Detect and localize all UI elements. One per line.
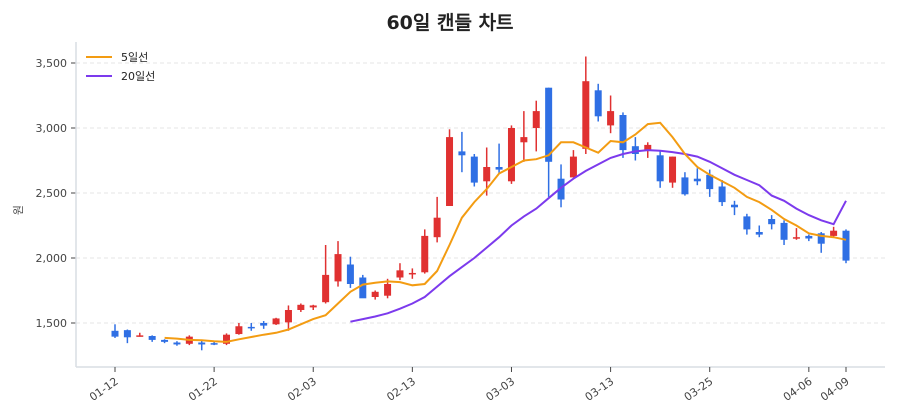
candle-up — [433, 217, 441, 238]
candle-down — [755, 232, 763, 235]
axes: 1,500 2,000 2,500 3,000 3,500 원 01-12 01-22 02-0… — [12, 42, 885, 404]
candle-down — [123, 330, 131, 338]
chart-title: 60일 캔들 차트 — [386, 12, 514, 34]
candle-down — [260, 323, 268, 326]
candle-down — [693, 178, 701, 182]
x-tick-label: 01-22 — [186, 375, 220, 404]
candle-up — [309, 305, 317, 308]
candle-up — [582, 81, 590, 149]
x-tick-label: 04-09 — [818, 375, 852, 404]
y-axis-label: 원 — [12, 205, 25, 215]
candle-up — [483, 167, 491, 182]
candle-down — [161, 339, 169, 342]
candle-up — [408, 272, 416, 275]
candle-down — [842, 230, 850, 261]
candle-up — [830, 230, 838, 236]
y-tick-label: 3,500 — [36, 57, 68, 70]
candle-down — [346, 264, 354, 284]
legend-label: 20일선 — [121, 69, 155, 83]
legend: 5일선 20일선 — [86, 50, 155, 83]
candle-up — [446, 137, 454, 206]
x-tick-label: 01-12 — [87, 375, 121, 404]
x-tick-label: 03-13 — [583, 375, 617, 404]
gridlines — [76, 62, 885, 324]
y-tick-label: 1,500 — [36, 317, 68, 330]
candle-down — [359, 277, 367, 299]
candle-up — [520, 137, 528, 143]
x-tick-label: 03-25 — [682, 375, 716, 404]
candle-down — [545, 87, 553, 162]
y-tick-label: 3,000 — [36, 122, 68, 135]
candle-up — [607, 111, 615, 126]
candle-up — [396, 270, 404, 278]
candle-down — [210, 343, 218, 345]
x-tick-label: 04-06 — [781, 375, 815, 404]
candle-down — [594, 90, 602, 117]
candle-down — [111, 330, 119, 337]
candle-up — [669, 156, 677, 183]
candle-down — [817, 233, 825, 244]
candle-up — [792, 237, 800, 239]
candle-down — [557, 178, 565, 200]
candle-up — [297, 304, 305, 310]
moving-average-lines — [164, 121, 847, 343]
x-tick-label: 03-03 — [484, 375, 518, 404]
candle-up — [507, 128, 515, 182]
candle-down — [718, 186, 726, 203]
x-tick-label: 02-03 — [285, 375, 319, 404]
candle-down — [470, 156, 478, 183]
candle-up — [322, 274, 330, 303]
candle-down — [247, 326, 255, 329]
candle-down — [495, 167, 503, 170]
candle-up — [569, 156, 577, 178]
y-tick-label: 2,500 — [36, 187, 68, 200]
candle-down — [458, 151, 466, 156]
x-tick-label: 02-13 — [384, 375, 418, 404]
candle-down — [198, 342, 206, 345]
candle-down — [780, 222, 788, 240]
candle-down — [656, 155, 664, 182]
candle-down — [730, 204, 738, 208]
candle-up — [384, 284, 392, 296]
y-tick-label: 2,000 — [36, 252, 68, 265]
candle-down — [805, 235, 813, 239]
candle-up — [371, 291, 379, 297]
candle-up — [272, 318, 280, 325]
candle-down — [631, 146, 639, 154]
candle-down — [706, 174, 714, 190]
candle-down — [768, 219, 776, 225]
legend-label: 5일선 — [121, 50, 148, 64]
candle-up — [235, 326, 243, 335]
candle-up — [421, 235, 429, 273]
candle-up — [284, 310, 292, 323]
ma20-line — [350, 149, 847, 323]
candle-up — [136, 335, 144, 337]
candle-down — [173, 342, 181, 345]
candle-up — [223, 334, 231, 344]
candle-up — [532, 111, 540, 128]
candle-down — [148, 336, 156, 340]
candle-down — [619, 115, 627, 151]
candle-up — [644, 144, 652, 151]
candles — [111, 56, 850, 351]
candle-down — [681, 177, 689, 195]
candle-up — [334, 254, 342, 282]
candle-down — [743, 216, 751, 230]
ma5-line — [164, 121, 847, 343]
